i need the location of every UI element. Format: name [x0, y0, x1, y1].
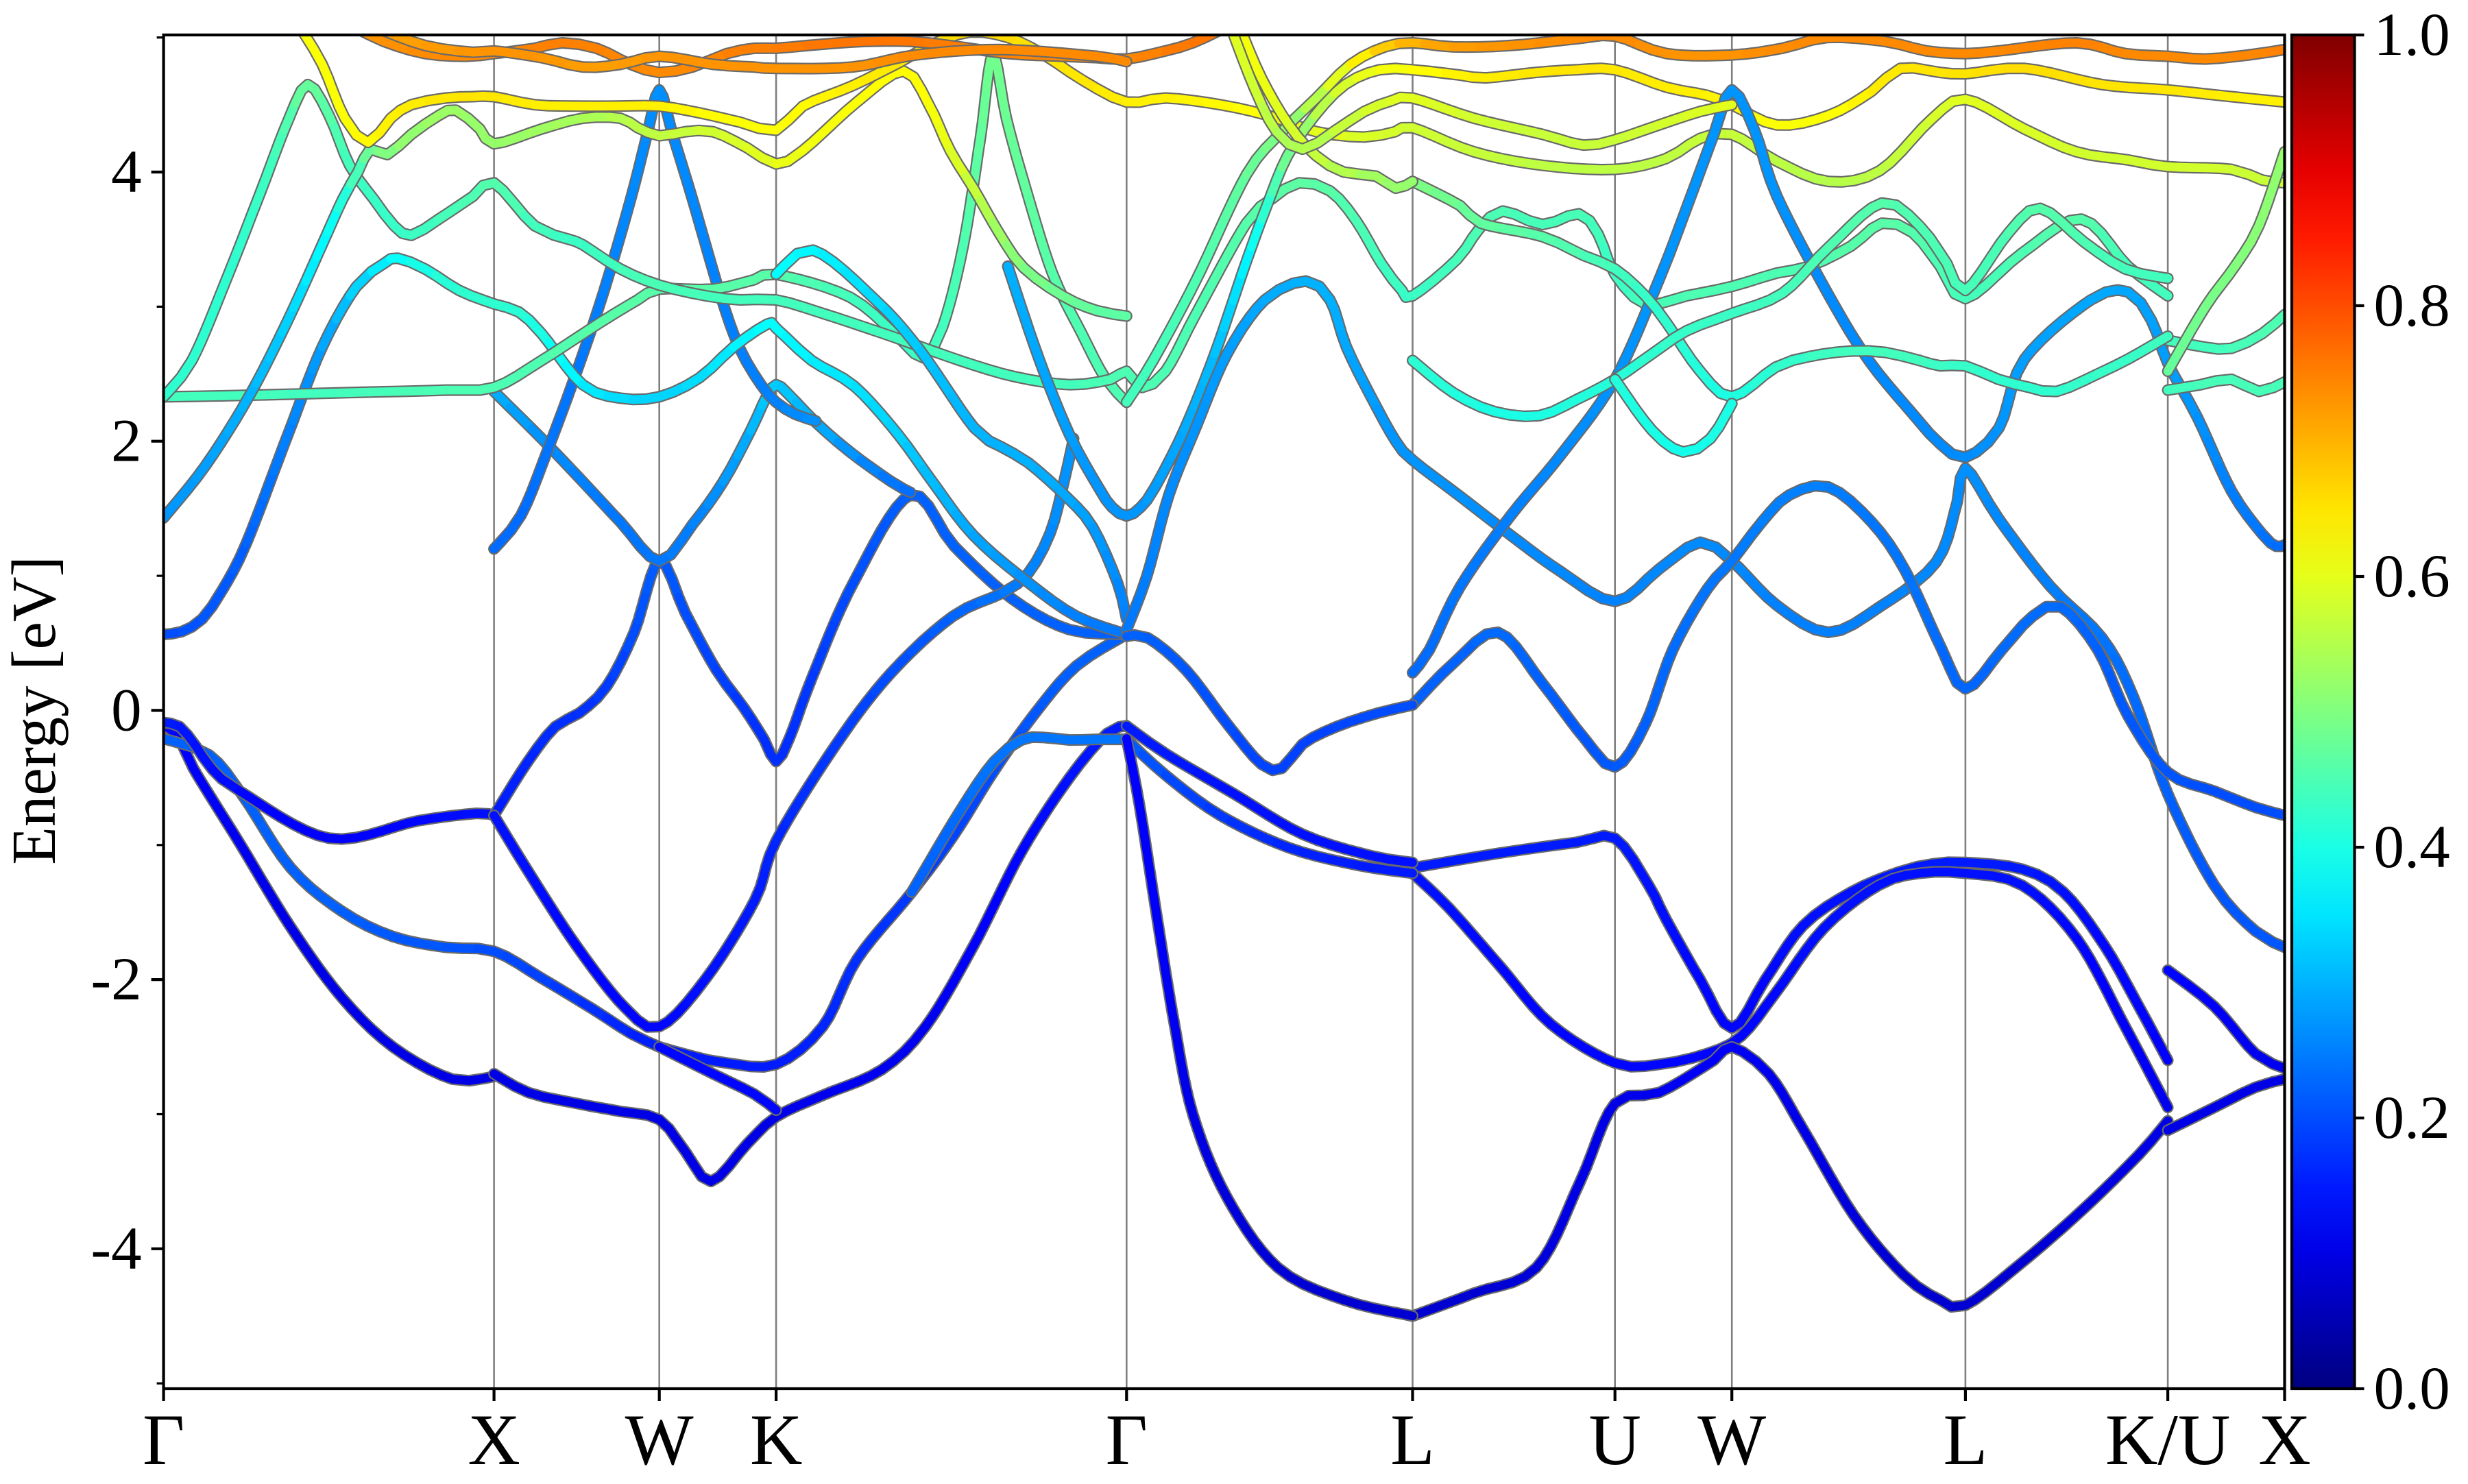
svg-text:W: W	[625, 1400, 694, 1480]
svg-text:Γ: Γ	[143, 1400, 184, 1480]
svg-text:K/U: K/U	[2105, 1400, 2231, 1480]
svg-text:4: 4	[111, 138, 142, 206]
svg-text:0.6: 0.6	[2374, 543, 2450, 610]
svg-text:0: 0	[111, 677, 142, 744]
svg-text:2: 2	[111, 408, 142, 475]
svg-text:U: U	[1588, 1400, 1641, 1480]
svg-text:X: X	[468, 1400, 520, 1480]
svg-text:W: W	[1697, 1400, 1766, 1480]
svg-text:K: K	[750, 1400, 803, 1480]
svg-text:-2: -2	[90, 946, 141, 1013]
svg-text:Γ: Γ	[1106, 1400, 1148, 1480]
svg-text:0.4: 0.4	[2374, 814, 2450, 881]
svg-text:-4: -4	[90, 1215, 141, 1282]
svg-text:0.0: 0.0	[2374, 1355, 2450, 1422]
svg-text:0.2: 0.2	[2374, 1084, 2450, 1152]
svg-text:L: L	[1390, 1400, 1435, 1480]
svg-text:0.8: 0.8	[2374, 272, 2450, 339]
svg-text:Energy [eV]: Energy [eV]	[0, 556, 69, 865]
svg-text:X: X	[2258, 1400, 2311, 1480]
svg-text:L: L	[1944, 1400, 1988, 1480]
svg-text:1.0: 1.0	[2374, 1, 2450, 69]
